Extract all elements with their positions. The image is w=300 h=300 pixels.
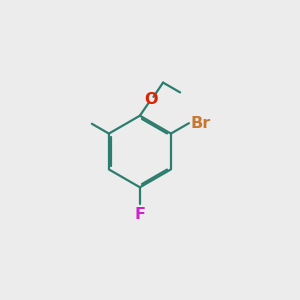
Text: F: F <box>134 207 146 222</box>
Text: Br: Br <box>190 116 211 131</box>
Text: O: O <box>144 92 158 107</box>
